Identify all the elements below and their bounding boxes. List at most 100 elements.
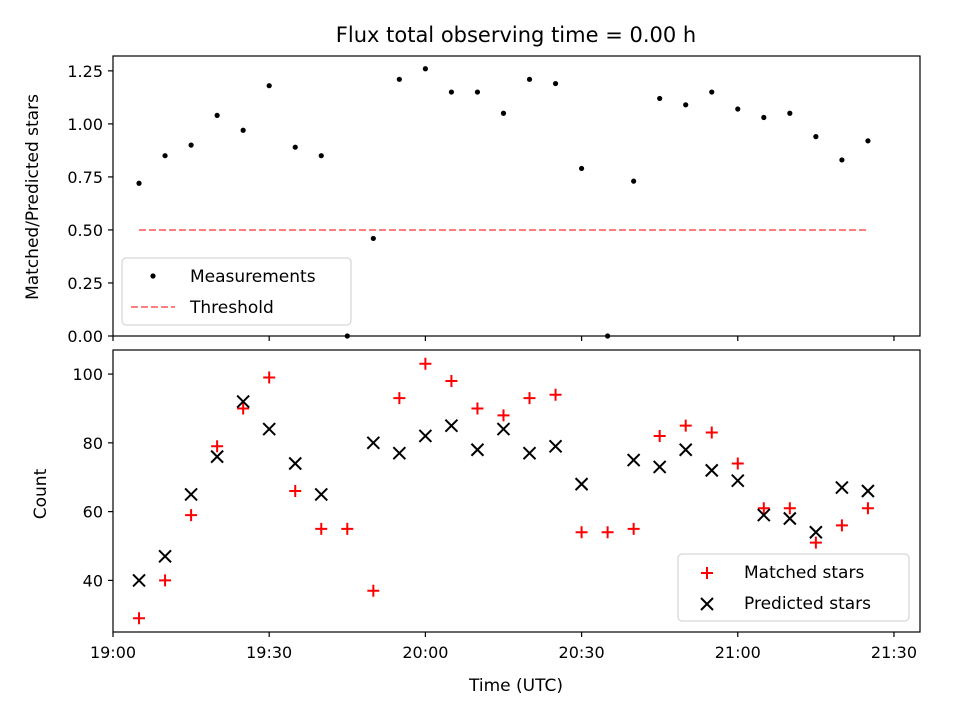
- measurement-point-24: [761, 114, 767, 121]
- predicted-star-point-12: [470, 443, 485, 457]
- x-tick-label-5: 21:30: [871, 643, 917, 662]
- measurement-point-16: [552, 80, 559, 87]
- predicted-star-point-0: [132, 573, 146, 588]
- matched-star-point-13: [471, 402, 484, 415]
- bottom-y-tick-label-0: 40: [83, 571, 103, 590]
- measurement-point-15: [526, 76, 533, 82]
- measurement-point-5: [266, 83, 272, 89]
- matched-star-point-6: [289, 485, 302, 497]
- matched-star-point-10: [393, 392, 406, 405]
- predicted-star-point-6: [288, 456, 302, 471]
- predicted-star-point-13: [496, 422, 511, 436]
- legend-measurements-marker: [150, 273, 156, 279]
- x-tick-label-3: 20:30: [559, 643, 605, 662]
- top-y-tick-label-2: 0.50: [67, 221, 103, 240]
- predicted-star-point-11: [444, 418, 459, 433]
- predicted-star-point-4: [236, 394, 250, 409]
- predicted-star-point-9: [392, 446, 407, 460]
- bottom-legend: Matched stars Predicted stars: [677, 553, 910, 622]
- matched-star-point-27: [835, 519, 848, 532]
- predicted-star-point-26: [861, 484, 875, 498]
- matched-star-point-16: [549, 388, 562, 401]
- x-axis-label: Time (UTC): [468, 676, 563, 696]
- measurement-point-20: [657, 95, 663, 102]
- measurement-point-14: [500, 110, 507, 116]
- matched-star-point-0: [133, 612, 146, 625]
- predicted-star-point-15: [548, 439, 563, 454]
- matched-star-point-17: [575, 526, 588, 539]
- matched-star-point-24: [757, 502, 770, 515]
- measurement-point-13: [474, 89, 481, 95]
- legend-measurements-label: Measurements: [190, 267, 316, 287]
- predicted-star-point-19: [679, 443, 693, 457]
- predicted-star-point-24: [809, 525, 823, 539]
- matched-star-point-8: [341, 522, 354, 535]
- predicted-star-point-25: [835, 480, 849, 495]
- matched-star-point-20: [653, 429, 666, 442]
- top-y-tick-label-1: 0.25: [67, 274, 103, 293]
- measurement-point-2: [188, 142, 194, 148]
- measurement-point-10: [396, 76, 402, 82]
- matched-star-point-28: [861, 502, 874, 515]
- bottom-panel: Count Time (UTC) 40 60 80 100 19:00 19:30 20:0…: [31, 349, 921, 696]
- measurement-point-3: [214, 112, 220, 118]
- measurement-point-9: [370, 235, 376, 242]
- x-tick-label-4: 21:00: [715, 643, 761, 662]
- top-y-tick-label-4: 1.00: [67, 115, 103, 134]
- predicted-star-point-18: [652, 460, 667, 474]
- predicted-star-point-21: [731, 473, 745, 488]
- top-legend-box: [121, 257, 352, 326]
- bottom-y-tick-label-3: 100: [72, 365, 103, 384]
- measurement-point-26: [813, 134, 819, 140]
- measurement-point-12: [448, 89, 455, 95]
- top-panel: Flux total observing time = 0.00 h Match…: [23, 23, 921, 346]
- measurement-point-25: [787, 110, 793, 116]
- predicted-star-point-10: [418, 429, 433, 443]
- matched-star-point-5: [263, 371, 276, 384]
- legend-matched-label: Matched stars: [744, 563, 864, 583]
- matched-star-point-22: [705, 426, 718, 439]
- bottom-axes-frame: [112, 349, 921, 633]
- measurement-point-22: [709, 89, 715, 95]
- measurement-point-28: [865, 138, 871, 144]
- predicted-star-point-3: [210, 449, 224, 464]
- measurement-point-0: [136, 180, 142, 186]
- matched-star-point-15: [523, 392, 536, 405]
- x-tick-label-2: 20:00: [402, 643, 448, 662]
- measurement-point-6: [292, 144, 298, 150]
- matched-star-point-12: [445, 374, 458, 387]
- predicted-star-point-16: [574, 477, 589, 491]
- predicted-star-point-17: [626, 453, 641, 467]
- matched-star-point-19: [627, 522, 640, 535]
- matched-star-point-21: [679, 419, 692, 432]
- top-chart-title: Flux total observing time = 0.00 h: [336, 23, 696, 47]
- legend-predicted-marker: [700, 597, 714, 611]
- matched-star-point-1: [159, 574, 172, 587]
- measurement-point-21: [683, 102, 689, 108]
- legend-matched-marker: [701, 567, 713, 579]
- matched-star-point-11: [419, 357, 432, 370]
- measurement-point-23: [735, 106, 741, 112]
- legend-predicted-label: Predicted stars: [744, 594, 871, 614]
- bottom-plot-area: 40 60 80 100 19:00 19:30 20:00 20:30 21:00 21:30: [72, 357, 917, 662]
- matched-star-point-4: [237, 402, 250, 415]
- predicted-star-point-8: [366, 436, 381, 450]
- bottom-y-tick-label-1: 60: [83, 503, 103, 522]
- matched-star-point-18: [601, 526, 614, 539]
- matched-star-point-26: [809, 536, 822, 549]
- measurement-point-19: [631, 178, 637, 184]
- matched-star-point-3: [211, 440, 224, 453]
- x-tick-label-0: 19:00: [90, 643, 136, 662]
- matched-star-point-7: [315, 522, 328, 535]
- x-tick-label-1: 19:30: [246, 643, 292, 662]
- measurement-point-7: [318, 153, 324, 159]
- predicted-star-point-1: [158, 549, 172, 564]
- measurement-point-17: [578, 165, 585, 172]
- top-plot-area: 0.00 0.25 0.50 0.75 1.00 1.25: [67, 62, 895, 346]
- bottom-y-tick-label-2: 80: [83, 434, 103, 453]
- measurement-point-4: [240, 127, 246, 133]
- measurement-point-27: [839, 157, 845, 163]
- predicted-star-point-7: [314, 487, 328, 502]
- matched-star-point-14: [497, 409, 510, 422]
